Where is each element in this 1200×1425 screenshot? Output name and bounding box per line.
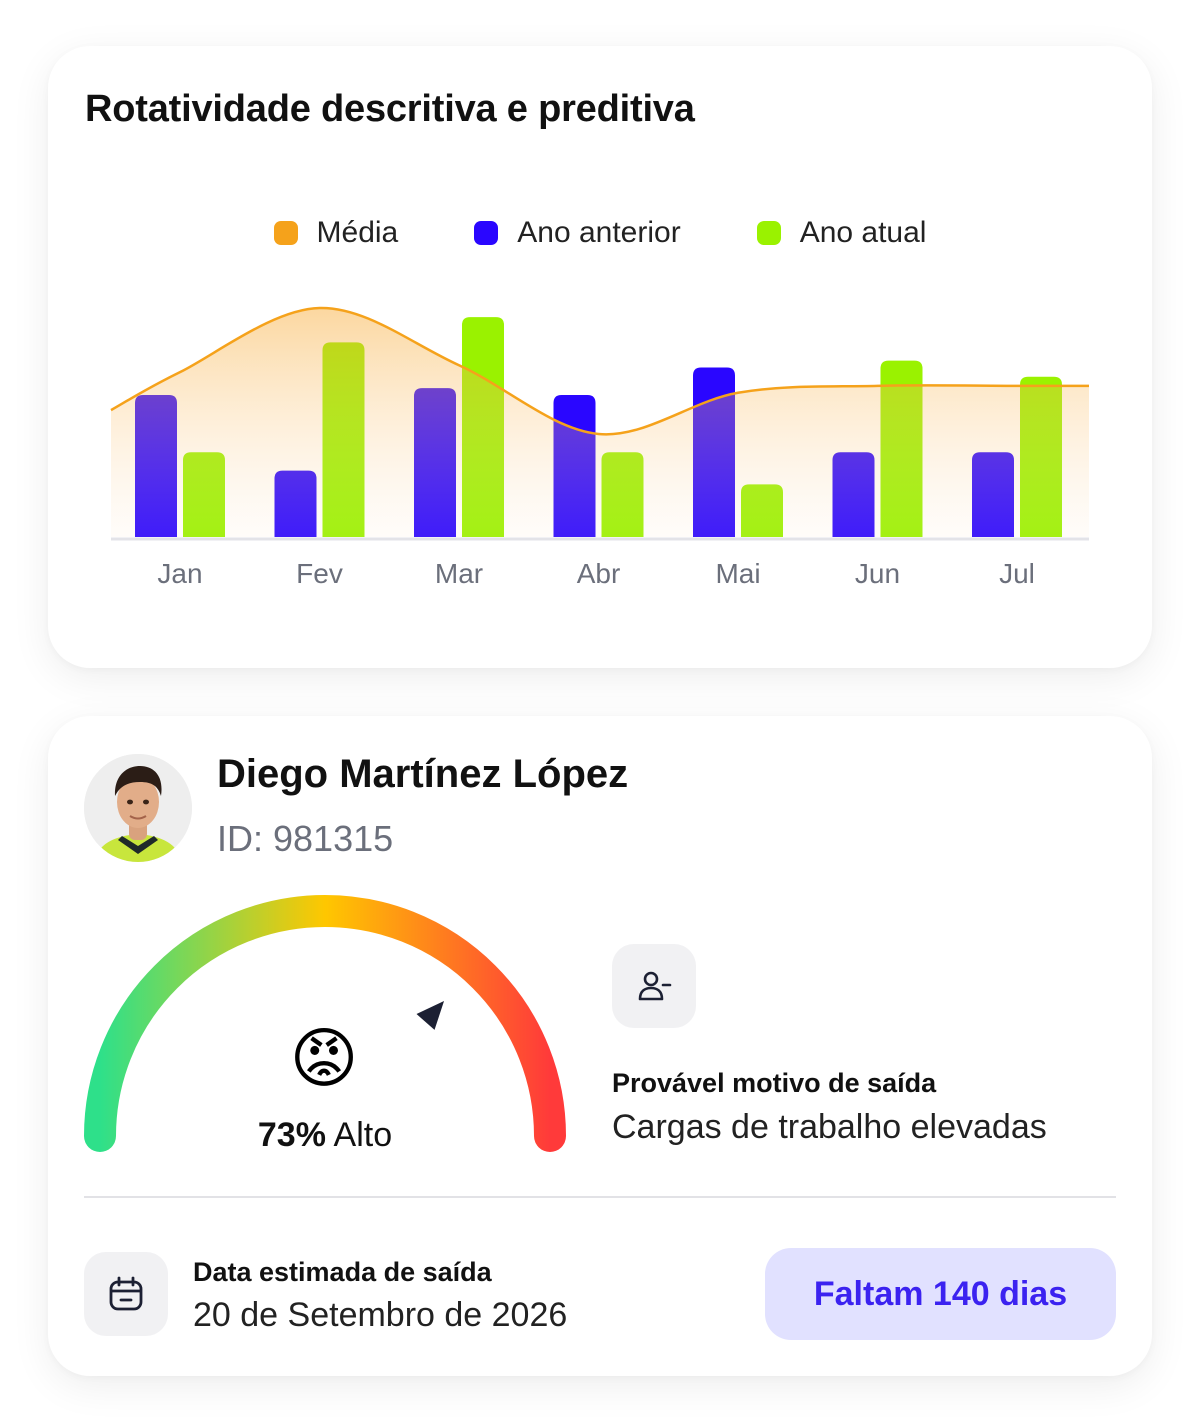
exit-date-title: Data estimada de saída [193,1257,492,1287]
chart-legend: Média Ano anterior Ano atual [48,216,1152,250]
calendar-icon [109,1276,143,1311]
exit-reason-title: Provável motivo de saída [612,1068,937,1098]
employee-card: Diego Martínez López ID: 981315 😡 73% Al… [48,716,1152,1376]
media-line [110,306,1089,436]
exit-date-value: 20 de Setembro de 2026 [193,1296,568,1334]
risk-percent: 73% [257,1116,326,1154]
legend-swatch-ano-atual [756,221,781,245]
gauge-pointer [416,1000,445,1030]
risk-label: 73% Alto [185,1116,465,1155]
x-tick-mai: Mai [715,558,760,589]
x-tick-jul: Jul [999,558,1035,589]
employee-id: ID: 981315 [217,818,394,859]
divider [84,1196,1116,1198]
x-tick-fev: Fev [296,558,343,589]
date-icon-tile[interactable] [84,1252,168,1336]
angry-face-icon: 😡 [290,1020,359,1097]
exit-reason-value: Cargas de trabalho elevadas [612,1108,1047,1146]
risk-level: Alto [333,1116,393,1154]
x-tick-jan: Jan [157,558,202,589]
turnover-chart-card: Rotatividade descritiva e preditiva Médi… [48,46,1152,668]
x-tick-jun: Jun [855,558,900,589]
legend-item-media[interactable]: Média [273,216,399,250]
legend-swatch-media [273,221,298,245]
x-tick-abr: Abr [577,558,621,589]
reason-icon-tile[interactable] [612,944,696,1028]
employee-name: Diego Martínez López [217,752,629,796]
avatar-photo-icon [84,754,192,862]
legend-label-ano-anterior: Ano anterior [517,216,681,249]
media-area [111,307,1089,537]
days-remaining-button[interactable]: Faltam 140 dias [765,1248,1116,1340]
avatar[interactable] [84,754,192,862]
legend-item-ano-anterior[interactable]: Ano anterior [474,216,681,250]
chart-title: Rotatividade descritiva e preditiva [85,88,695,130]
gauge-arc [84,895,566,1152]
legend-item-ano-atual[interactable]: Ano atual [756,216,927,250]
user-remove-icon [638,971,672,1001]
x-tick-mar: Mar [435,558,483,589]
legend-label-ano-atual: Ano atual [799,216,927,249]
legend-swatch-ano-anterior [474,221,499,245]
chart-plot: Jan Fev Mar Abr Mai Jun Jul [110,306,1089,589]
legend-label-media: Média [316,216,399,249]
risk-gauge: 😡 [84,895,566,1152]
